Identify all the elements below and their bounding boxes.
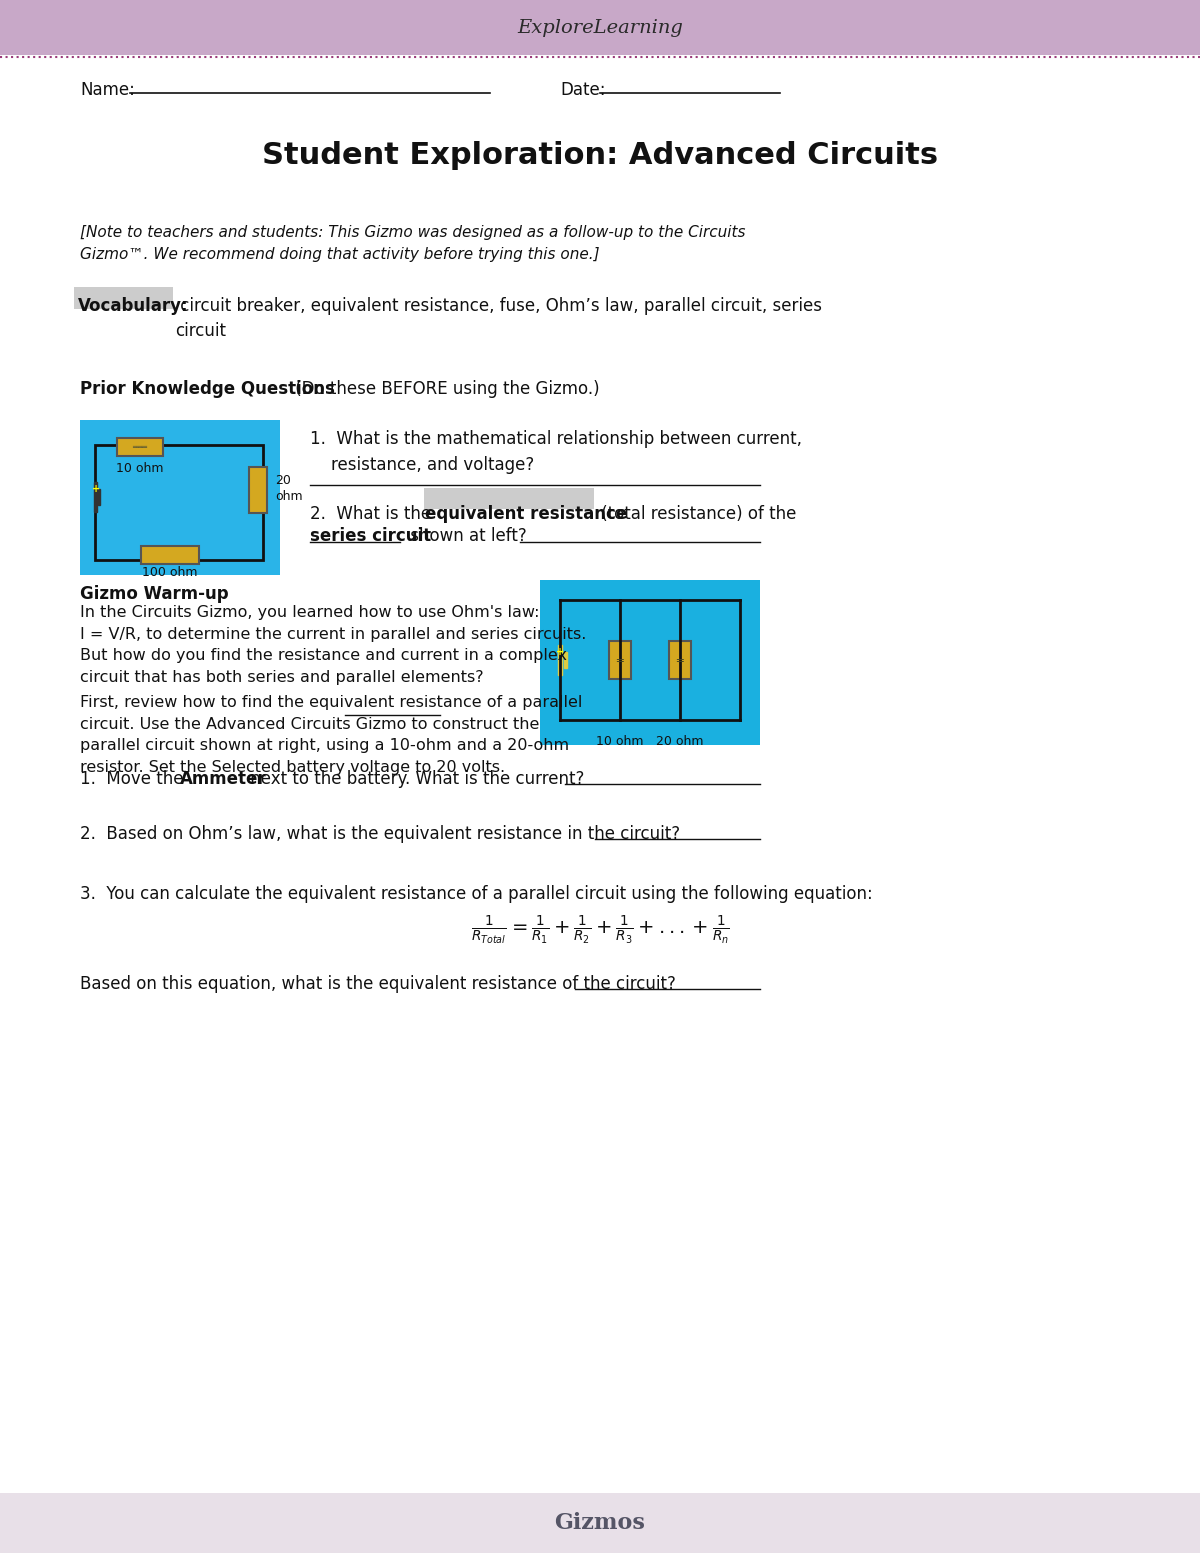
Text: ═: ═ bbox=[617, 655, 623, 665]
Text: Based on this equation, what is the equivalent resistance of the circuit?: Based on this equation, what is the equi… bbox=[80, 975, 676, 992]
FancyBboxPatch shape bbox=[250, 467, 266, 512]
FancyBboxPatch shape bbox=[424, 488, 594, 509]
Text: circuit breaker, equivalent resistance, fuse, Ohm’s law, parallel circuit, serie: circuit breaker, equivalent resistance, … bbox=[175, 297, 822, 340]
FancyBboxPatch shape bbox=[118, 438, 163, 457]
Text: 10 ohm: 10 ohm bbox=[116, 461, 163, 475]
Text: equivalent resistance: equivalent resistance bbox=[425, 505, 628, 523]
Text: (total resistance) of the: (total resistance) of the bbox=[596, 505, 797, 523]
Text: next to the battery. What is the current?: next to the battery. What is the current… bbox=[245, 770, 584, 787]
Text: 20 ohm: 20 ohm bbox=[656, 735, 703, 749]
Text: ═══: ═══ bbox=[132, 443, 148, 452]
Text: Gizmo Warm-up: Gizmo Warm-up bbox=[80, 585, 229, 603]
Text: 20
ohm: 20 ohm bbox=[275, 474, 302, 503]
Text: 100 ohm: 100 ohm bbox=[143, 567, 198, 579]
Bar bbox=[98, 489, 100, 505]
Text: Prior Knowledge Questions: Prior Knowledge Questions bbox=[80, 380, 335, 398]
Text: Name:: Name: bbox=[80, 81, 134, 99]
Text: 10 ohm: 10 ohm bbox=[596, 735, 643, 749]
FancyBboxPatch shape bbox=[670, 641, 691, 679]
Text: Gizmos: Gizmos bbox=[554, 1513, 646, 1534]
Text: series circuit: series circuit bbox=[310, 526, 431, 545]
Text: ExploreLearning: ExploreLearning bbox=[517, 19, 683, 37]
Text: (Do these BEFORE using the Gizmo.): (Do these BEFORE using the Gizmo.) bbox=[290, 380, 600, 398]
Text: +: + bbox=[92, 485, 100, 494]
Text: Vocabulary:: Vocabulary: bbox=[78, 297, 188, 315]
Text: $\frac{1}{R_{Total}} = \frac{1}{R_{1}} + \frac{1}{R_{2}} + \frac{1}{R_{3}} + ...: $\frac{1}{R_{Total}} = \frac{1}{R_{1}} +… bbox=[470, 913, 730, 946]
FancyBboxPatch shape bbox=[142, 547, 199, 564]
Text: shown at left?: shown at left? bbox=[406, 526, 527, 545]
Text: 1.  What is the mathematical relationship between current,
    resistance, and v: 1. What is the mathematical relationship… bbox=[310, 430, 802, 474]
Text: First, review how to find the equivalent resistance of a parallel
circuit. Use t: First, review how to find the equivalent… bbox=[80, 696, 582, 775]
Text: ═: ═ bbox=[677, 655, 683, 665]
Text: 3.  You can calculate the equivalent resistance of a parallel circuit using the : 3. You can calculate the equivalent resi… bbox=[80, 885, 872, 902]
FancyBboxPatch shape bbox=[80, 419, 280, 575]
Text: Student Exploration: Advanced Circuits: Student Exploration: Advanced Circuits bbox=[262, 140, 938, 169]
Text: +: + bbox=[556, 648, 564, 657]
Bar bbox=[564, 652, 568, 668]
FancyBboxPatch shape bbox=[0, 0, 1200, 54]
Bar bbox=[94, 481, 97, 512]
Text: Date:: Date: bbox=[560, 81, 606, 99]
FancyBboxPatch shape bbox=[74, 287, 173, 309]
FancyBboxPatch shape bbox=[0, 1492, 1200, 1553]
Text: In the Circuits Gizmo, you learned how to use Ohm's law:
I = V/R, to determine t: In the Circuits Gizmo, you learned how t… bbox=[80, 606, 587, 685]
Text: [Note to teachers and students: This Gizmo was designed as a follow-up to the Ci: [Note to teachers and students: This Giz… bbox=[80, 225, 745, 262]
FancyBboxPatch shape bbox=[540, 579, 760, 745]
Bar bbox=[558, 644, 562, 676]
Text: Ammeter: Ammeter bbox=[180, 770, 266, 787]
Text: 2.  What is the: 2. What is the bbox=[310, 505, 437, 523]
FancyBboxPatch shape bbox=[610, 641, 631, 679]
Text: 1.  Move the: 1. Move the bbox=[80, 770, 188, 787]
Text: 2.  Based on Ohm’s law, what is the equivalent resistance in the circuit?: 2. Based on Ohm’s law, what is the equiv… bbox=[80, 825, 680, 843]
